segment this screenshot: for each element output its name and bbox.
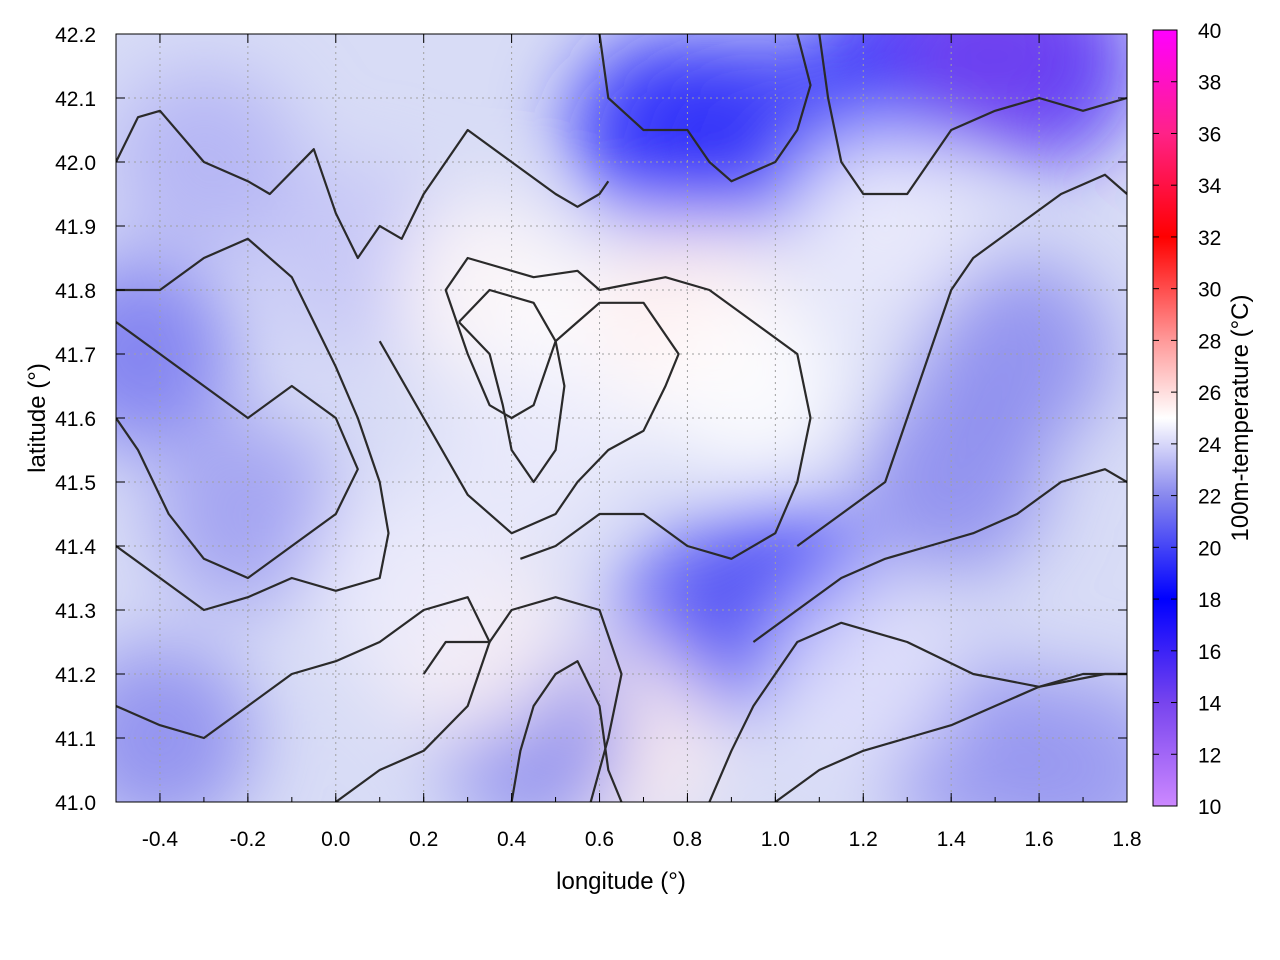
- y-tick-label: 41.2: [55, 664, 96, 687]
- x-tick-label: 1.2: [849, 828, 878, 851]
- x-tick-label: 1.6: [1024, 828, 1053, 851]
- field-sample: [658, 35, 849, 225]
- field-sample: [306, 483, 497, 673]
- contour-coast: [774, 672, 1127, 802]
- colorbar-tick-label: 22: [1198, 486, 1221, 509]
- colorbar-tick-label: 20: [1198, 537, 1221, 560]
- colorbar-tick-label: 14: [1198, 693, 1222, 716]
- field-sample: [900, 34, 1091, 142]
- colorbar-tick-label: 32: [1198, 227, 1221, 250]
- x-tick-label: 1.4: [937, 828, 967, 851]
- y-tick-label: 41.9: [55, 216, 96, 239]
- x-tick-label: 0.2: [409, 828, 438, 851]
- x-tick-label: -0.4: [142, 828, 179, 851]
- contour-west-2: [116, 237, 390, 612]
- temperature-field: [116, 34, 1127, 802]
- y-tick-label: 41.0: [55, 792, 96, 815]
- colorbar-label: 100m-temperature (°C): [1227, 294, 1254, 541]
- x-tick-label: 0.4: [497, 828, 527, 851]
- contour-south-east: [708, 621, 1127, 802]
- x-tick-label: -0.2: [230, 828, 266, 851]
- contour-west-1: [116, 321, 359, 580]
- field-sample: [988, 675, 1127, 802]
- colorbar: 10 12 14 16 18 20 22 24 26 28 30 32 34 36 38 40: [1152, 20, 1222, 819]
- contour-north-1: [116, 109, 610, 260]
- x-tick-label: 1.8: [1112, 828, 1141, 851]
- y-axis-ticks: 41.0 41.1 41.2 41.3 41.4 41.5 41.6 41.7 41.8 41.9…: [55, 24, 1127, 815]
- y-tick-label: 41.6: [55, 408, 96, 431]
- plot-area: [115, 33, 1128, 803]
- field-sample: [438, 355, 629, 545]
- x-tick-label: 0.0: [321, 828, 350, 851]
- contour-east-2: [752, 468, 1127, 643]
- contour-south-2: [510, 660, 623, 802]
- y-tick-label: 42.1: [55, 88, 96, 111]
- contour-south-warm: [422, 596, 623, 802]
- colorbar-tick-label: 18: [1198, 589, 1221, 612]
- x-axis-ticks: -0.4 -0.2 0.0 0.2 0.4 0.6 0.8 1.0 1.2 1.4 1.6 1.8: [115, 34, 1142, 851]
- y-tick-label: 41.8: [55, 280, 96, 303]
- contour-central-warm: [378, 256, 812, 560]
- colorbar-tick-label: 16: [1198, 641, 1221, 664]
- colorbar-tick-label: 36: [1198, 123, 1221, 146]
- contour-inner-warm-1: [458, 288, 566, 484]
- colorbar-tick-label: 34: [1198, 175, 1222, 198]
- x-tick-label: 1.0: [761, 828, 790, 851]
- colorbar-tick-label: 12: [1198, 744, 1221, 767]
- colorbar-tick-label: 26: [1198, 382, 1221, 405]
- field-sample: [768, 579, 959, 769]
- y-tick-label: 41.4: [55, 536, 96, 559]
- colorbar-tick-label: 38: [1198, 72, 1221, 95]
- y-tick-label: 42.2: [55, 24, 96, 47]
- colorbar-tick-label: 30: [1198, 279, 1221, 302]
- contour-lines: [116, 34, 1127, 802]
- colorbar-ticks: 10 12 14 16 18 20 22 24 26 28 30 32 34 36 38 40: [1153, 20, 1222, 819]
- x-axis-label: longitude (°): [556, 868, 686, 895]
- colorbar-tick-label: 40: [1198, 20, 1221, 43]
- colorbar-gradient: [1152, 29, 1178, 807]
- y-axis-label: latitude (°): [24, 363, 51, 473]
- colorbar-tick-label: 24: [1198, 434, 1222, 457]
- colorbar-tick-label: 10: [1198, 796, 1221, 819]
- x-tick-label: 0.8: [673, 828, 702, 851]
- field-sample: [658, 291, 849, 481]
- colorbar-tick-label: 28: [1198, 330, 1221, 353]
- contour-east-1: [796, 173, 1127, 547]
- contour-south-west: [116, 596, 491, 802]
- y-tick-label: 42.0: [55, 152, 96, 175]
- y-tick-label: 41.1: [55, 728, 96, 751]
- y-tick-label: 41.5: [55, 472, 96, 495]
- y-tick-label: 41.7: [55, 344, 96, 367]
- x-tick-label: 0.6: [585, 828, 614, 851]
- grid-lines: [116, 34, 1127, 802]
- field-sample: [116, 259, 233, 449]
- contour-north-east: [818, 34, 1127, 196]
- y-tick-label: 41.3: [55, 600, 96, 623]
- field-sample: [116, 643, 255, 802]
- contour-north-cold: [598, 34, 812, 183]
